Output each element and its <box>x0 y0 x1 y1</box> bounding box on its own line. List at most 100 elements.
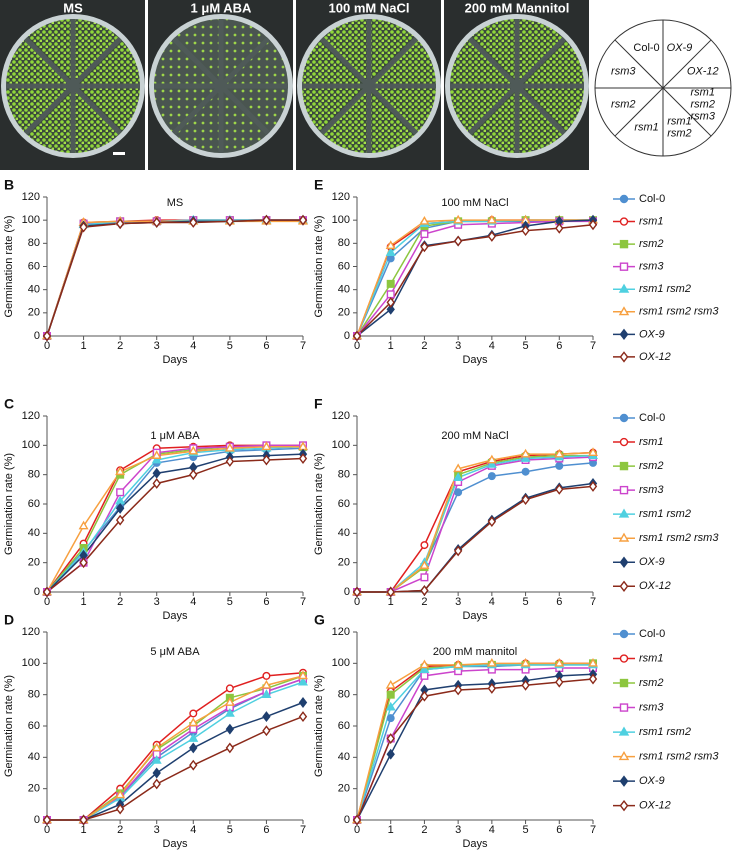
data-point <box>487 682 497 694</box>
x-tick-label: 5 <box>523 596 529 608</box>
data-point <box>420 573 429 582</box>
legend-swatch-marker <box>619 351 629 363</box>
data-point <box>189 725 198 734</box>
x-tick-label: 1 <box>81 340 87 352</box>
series-line <box>46 446 303 593</box>
data-point <box>152 217 161 228</box>
x-tick-label: 1 <box>388 824 394 836</box>
legend-swatch-marker <box>618 283 630 293</box>
y-tick-label: 100 <box>332 657 350 669</box>
series-line <box>357 485 594 593</box>
x-tick-label: 1 <box>388 596 394 608</box>
data-point <box>486 454 497 464</box>
key-label: rsm2 <box>691 98 715 110</box>
y-axis-label: Germination rate (%) <box>313 215 325 317</box>
x-tick-label: 7 <box>300 824 306 836</box>
x-tick-label: 3 <box>154 824 160 836</box>
legend-label: rsm1 <box>639 652 663 664</box>
x-tick-label: 3 <box>455 340 461 352</box>
series-line <box>47 681 304 821</box>
data-point <box>42 586 52 598</box>
legend-swatch-marker <box>618 726 630 736</box>
data-point <box>386 733 395 744</box>
chart-title: 5 μM ABA <box>150 646 200 658</box>
data-point <box>386 303 395 315</box>
key-label: OX-12 <box>687 65 719 77</box>
x-tick-label: 5 <box>227 340 233 352</box>
key-label: rsm1 <box>667 116 691 128</box>
x-tick-label: 0 <box>354 340 360 352</box>
y-axis-label: Germination rate (%) <box>3 215 15 317</box>
data-point <box>224 442 235 452</box>
data-point <box>298 697 308 708</box>
data-point <box>189 742 198 754</box>
data-point <box>386 690 395 699</box>
series-line <box>46 219 303 337</box>
key-label: rsm2 <box>611 98 635 110</box>
data-point <box>261 679 272 689</box>
x-tick-label: 4 <box>190 340 196 352</box>
legend-label: rsm1 rsm2 <box>639 508 691 520</box>
data-point <box>298 711 308 723</box>
legend-label: rsm2 <box>639 677 663 689</box>
data-point <box>225 742 235 754</box>
series-line <box>356 673 594 821</box>
data-point <box>420 690 429 702</box>
data-point <box>554 657 565 667</box>
data-point <box>453 684 463 696</box>
data-point <box>79 814 88 826</box>
legend-swatch-marker <box>619 239 629 249</box>
x-tick-label: 7 <box>300 340 306 352</box>
series-line <box>46 457 304 593</box>
plate-key: Col-0 OX-9OX-12rsm1rsm2rsm3rsm1rsm2rsm1rs… <box>594 19 732 157</box>
data-point <box>225 684 234 693</box>
data-point <box>188 445 199 455</box>
series-line <box>46 444 303 593</box>
series-line <box>357 454 593 593</box>
x-tick-label: 0 <box>44 596 50 608</box>
legend-label: rsm1 rsm2 rsm3 <box>639 532 719 544</box>
y-tick-label: 80 <box>338 689 350 701</box>
legend-swatch-marker <box>619 580 629 592</box>
legend-swatch-marker <box>619 485 629 495</box>
series-line <box>356 678 594 821</box>
series-line <box>357 454 594 593</box>
data-point <box>262 454 271 466</box>
x-tick-label: 0 <box>354 596 360 608</box>
y-axis-label: Germination rate (%) <box>3 675 15 777</box>
series-line <box>47 715 304 821</box>
y-tick-label: 60 <box>338 720 350 732</box>
x-tick-label: 6 <box>556 824 562 836</box>
x-tick-label: 1 <box>81 596 87 608</box>
legend-swatch-marker <box>619 194 629 204</box>
y-tick-label: 80 <box>338 237 350 249</box>
series-line <box>46 219 303 337</box>
data-point <box>587 657 599 667</box>
y-tick-label: 80 <box>28 469 40 481</box>
legend-label: rsm1 rsm2 <box>639 283 691 295</box>
data-point <box>42 814 52 826</box>
legend-label: rsm2 <box>639 238 663 250</box>
series-line <box>356 664 593 821</box>
y-tick-label: 120 <box>22 410 40 422</box>
series-line <box>46 446 303 593</box>
data-point <box>189 469 198 481</box>
y-tick-label: 40 <box>28 284 40 296</box>
legend-label: Col-0 <box>639 412 665 424</box>
x-tick-label: 7 <box>590 340 596 352</box>
x-tick-label: 4 <box>489 340 495 352</box>
plate-divider <box>319 36 419 136</box>
data-point <box>420 241 429 253</box>
data-point <box>453 472 464 481</box>
y-tick-label: 100 <box>332 439 350 451</box>
series-line <box>46 219 303 337</box>
y-tick-label: 80 <box>28 237 40 249</box>
data-point <box>152 778 161 790</box>
data-point <box>555 483 564 495</box>
series-line <box>357 451 594 593</box>
data-point <box>151 454 162 464</box>
y-tick-label: 0 <box>34 330 40 342</box>
y-tick-label: 60 <box>28 260 40 272</box>
